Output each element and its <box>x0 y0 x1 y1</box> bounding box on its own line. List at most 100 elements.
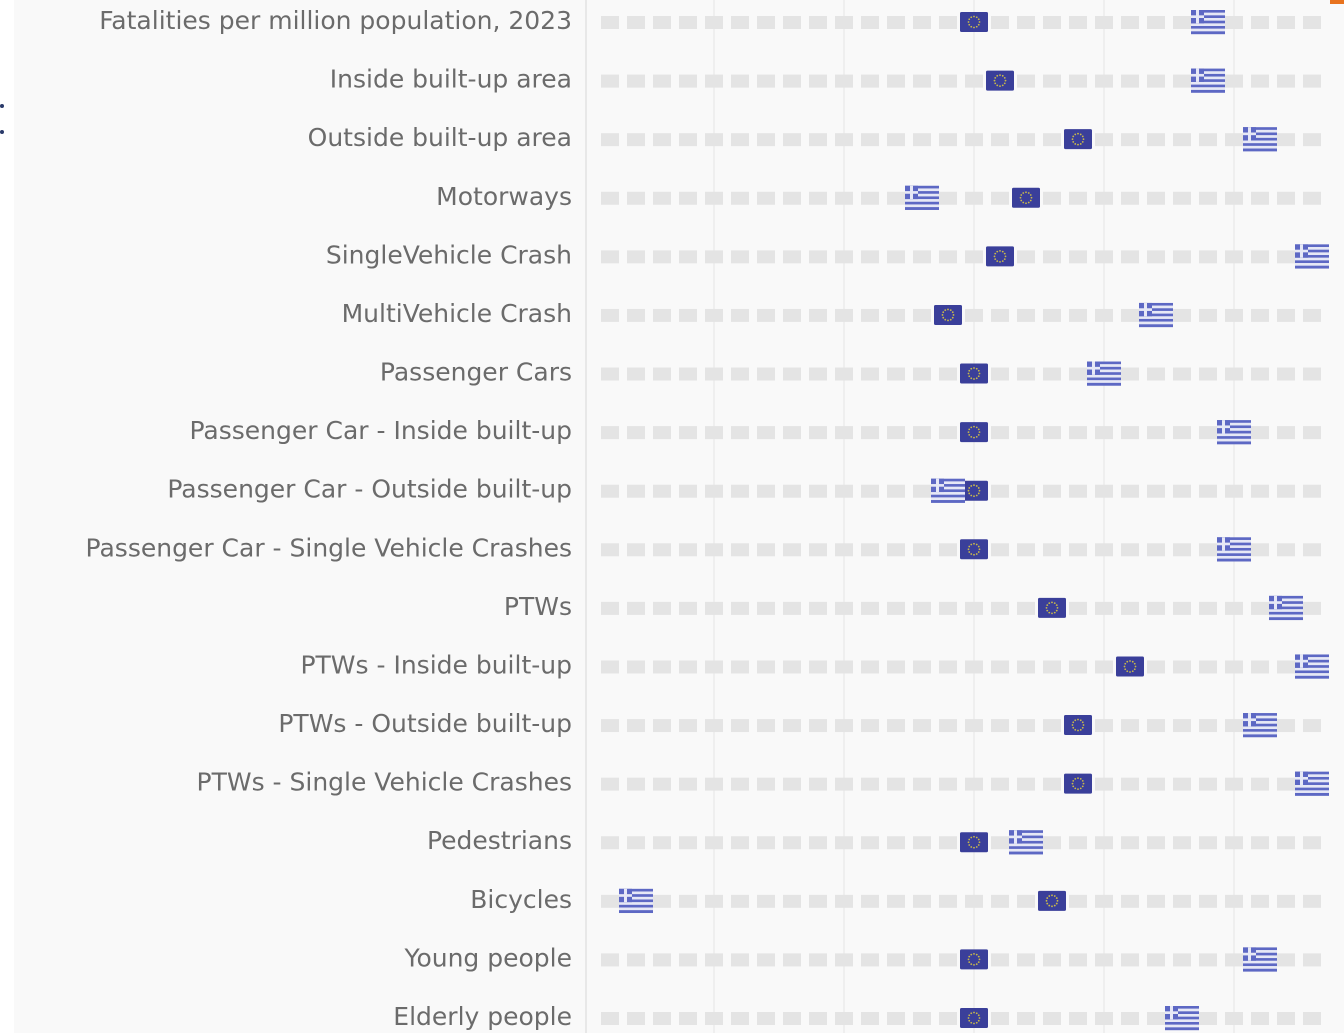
slot <box>1147 133 1165 147</box>
slot <box>783 191 801 205</box>
slot <box>887 133 905 147</box>
slot <box>1043 250 1061 264</box>
slot <box>1199 133 1217 147</box>
slot <box>627 777 645 791</box>
slot <box>887 484 905 498</box>
flag-cross <box>1248 127 1251 141</box>
slot <box>757 191 775 205</box>
flag-star <box>968 844 971 846</box>
eu-flag <box>1064 129 1092 150</box>
slot <box>1147 191 1165 205</box>
flag-stripe <box>1009 835 1043 839</box>
flag-stripe <box>1009 851 1043 855</box>
slot <box>1017 367 1035 381</box>
slot <box>1043 191 1061 205</box>
flag-stripe <box>1217 433 1251 437</box>
slot <box>653 74 671 88</box>
slot <box>1017 660 1035 674</box>
flag-star <box>977 545 980 548</box>
slot <box>861 191 879 205</box>
flag-stripe <box>1165 1019 1199 1023</box>
flag-field <box>1064 715 1092 736</box>
flag-star <box>973 1011 975 1014</box>
slot <box>1225 250 1243 264</box>
flag-stripe <box>1191 18 1225 21</box>
flag-star <box>978 372 981 375</box>
flag-stripe <box>1295 787 1329 791</box>
slot <box>809 16 827 29</box>
slot <box>1303 191 1321 205</box>
flag-star <box>973 367 975 369</box>
flag-star <box>970 553 973 555</box>
slot <box>601 250 619 264</box>
slot <box>835 543 853 557</box>
flag-star <box>970 1012 973 1015</box>
flag-star <box>1046 604 1049 607</box>
slot <box>1069 250 1087 264</box>
flag-cross <box>1144 302 1147 317</box>
flag-stripe <box>1243 958 1277 961</box>
flag-stripe <box>1165 1022 1199 1025</box>
slot <box>1277 777 1295 791</box>
slot <box>1199 1012 1217 1025</box>
slot <box>809 894 827 908</box>
slot <box>1303 543 1321 557</box>
flag-star <box>975 963 978 966</box>
eu-flag <box>1116 656 1144 677</box>
slot <box>835 191 853 205</box>
slot <box>731 426 749 440</box>
slot <box>913 16 931 29</box>
slot <box>939 777 957 791</box>
slot <box>835 367 853 381</box>
slot <box>627 484 645 498</box>
slot <box>705 953 723 967</box>
slot <box>1095 1012 1113 1025</box>
flag-star <box>1133 668 1136 671</box>
slot <box>1017 308 1035 322</box>
flag-stripe <box>1243 963 1277 967</box>
flag-stripe <box>1295 667 1329 671</box>
flag-stripe <box>1009 832 1043 836</box>
eu-flag <box>1038 597 1066 618</box>
slot <box>1017 16 1035 29</box>
slot <box>1121 191 1139 205</box>
slot <box>705 836 723 850</box>
eu-flag <box>960 480 988 501</box>
slot <box>1043 484 1061 498</box>
flag-star <box>1020 199 1023 202</box>
slot <box>939 719 957 733</box>
flag-stripe <box>1139 313 1173 317</box>
slot <box>679 777 697 791</box>
flag-star <box>1046 902 1049 905</box>
slot <box>913 777 931 791</box>
flag-star <box>977 838 980 841</box>
flag-stripe <box>1243 734 1277 738</box>
slot <box>1277 543 1295 557</box>
flag-star <box>977 18 980 21</box>
flag-star <box>949 318 952 321</box>
flag-star <box>1004 255 1007 258</box>
slot <box>991 484 1009 498</box>
flag-star <box>1003 82 1006 85</box>
flag-stripe <box>931 484 965 487</box>
flag-star <box>1077 788 1079 791</box>
slot <box>809 191 827 205</box>
flag-star <box>967 841 970 844</box>
row-label: Young people <box>404 943 573 972</box>
slot <box>1121 601 1139 615</box>
slot <box>757 953 775 967</box>
slot <box>1147 1012 1165 1025</box>
flag-star <box>1074 787 1077 790</box>
slot <box>913 308 931 322</box>
row-label: Bicycles <box>470 885 572 914</box>
flag-stripe <box>905 196 939 200</box>
slot <box>835 16 853 29</box>
slot <box>1147 836 1165 850</box>
row: Motorways <box>436 182 1321 211</box>
slot <box>757 74 775 88</box>
flag-cross <box>1196 10 1199 24</box>
flag-star <box>977 375 980 378</box>
slot <box>679 660 697 674</box>
slot <box>1017 777 1035 791</box>
flag-stripe <box>1087 374 1121 378</box>
